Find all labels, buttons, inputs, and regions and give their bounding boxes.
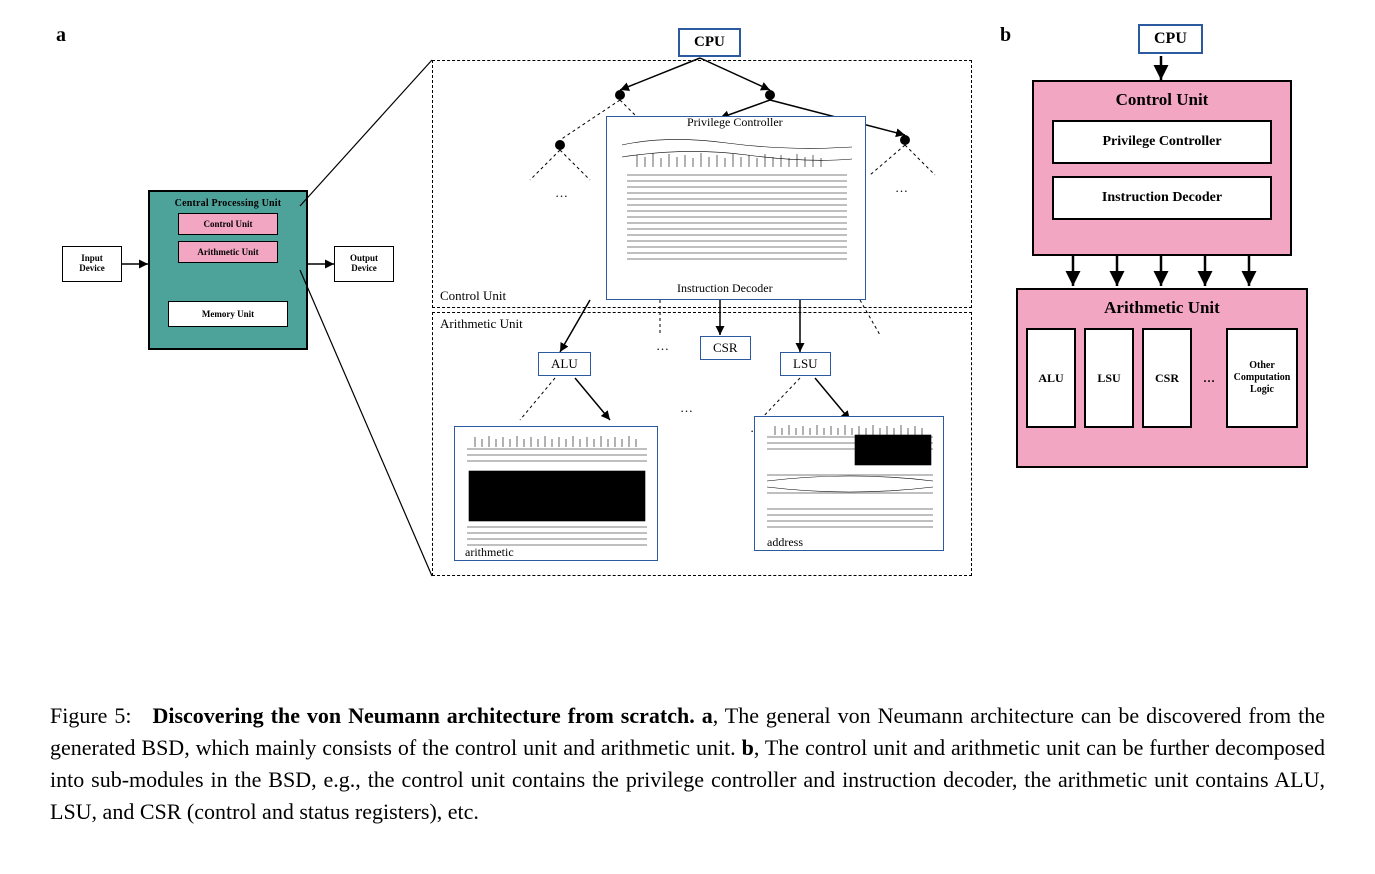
b-cpu-label: CPU xyxy=(1154,30,1187,47)
arithmetic-detail: arithmetic xyxy=(454,426,658,561)
cpu-block: Central Processing Unit Control Unit Ari… xyxy=(148,190,308,350)
b-privilege-controller-label: Privilege Controller xyxy=(1102,134,1221,150)
panel-a-label: a xyxy=(56,24,66,47)
lsu-label: LSU xyxy=(793,356,818,371)
b-au-cell-label: ALU xyxy=(1038,371,1063,385)
address-sketch xyxy=(755,417,945,552)
b-control-unit-title: Control Unit xyxy=(1116,90,1209,110)
output-device-box: Output Device xyxy=(334,246,394,282)
arithmetic-sketch xyxy=(455,427,659,562)
figure-caption: Figure 5: Discovering the von Neumann ar… xyxy=(50,700,1325,828)
instruction-decoder-caption: Instruction Decoder xyxy=(677,281,773,296)
b-au-cell-label: CSR xyxy=(1155,371,1179,385)
b-arithmetic-unit: Arithmetic Unit ALU LSU CSR … Other Comp… xyxy=(1016,288,1308,468)
b-au-cell-alu: ALU xyxy=(1026,328,1076,428)
control-unit-box: Control Unit xyxy=(178,213,278,235)
b-cpu-box: CPU xyxy=(1138,24,1203,54)
alu-box: ALU xyxy=(538,352,591,376)
b-privilege-controller: Privilege Controller xyxy=(1052,120,1272,164)
privilege-controller-caption: Privilege Controller xyxy=(687,115,783,130)
arithmetic-unit-label: Arithmetic Unit xyxy=(197,247,258,257)
b-instruction-decoder-label: Instruction Decoder xyxy=(1102,190,1222,206)
address-detail-caption: address xyxy=(767,535,803,550)
b-au-cell-csr: CSR xyxy=(1142,328,1192,428)
tree-cpu-label: CPU xyxy=(694,34,725,50)
input-device-box: Input Device xyxy=(62,246,122,282)
alu-label: ALU xyxy=(551,356,578,371)
lsu-box: LSU xyxy=(780,352,831,376)
tree-cpu-box: CPU xyxy=(678,28,741,57)
b-au-cell-ellipsis: … xyxy=(1200,328,1218,428)
b-au-cell-label: Other Computation Logic xyxy=(1234,360,1291,396)
b-au-cell-other: Other Computation Logic xyxy=(1226,328,1298,428)
caption-title: Discovering the von Neumann architecture… xyxy=(152,703,694,728)
instruction-decoder-detail: Privilege Controller Instruction Decoder xyxy=(606,116,866,300)
decoder-sketch xyxy=(607,117,867,301)
b-au-cell-lsu: LSU xyxy=(1084,328,1134,428)
control-unit-label: Control Unit xyxy=(203,219,252,229)
cpu-block-title: Central Processing Unit xyxy=(175,198,282,209)
arithmetic-detail-caption: arithmetic xyxy=(465,545,514,560)
b-instruction-decoder: Instruction Decoder xyxy=(1052,176,1272,220)
output-device-label: Output Device xyxy=(350,254,378,274)
arithmetic-unit-dashed-label: Arithmetic Unit xyxy=(440,316,523,332)
b-arithmetic-unit-title: Arithmetic Unit xyxy=(1104,298,1220,318)
caption-fig-label: Figure 5: xyxy=(50,703,132,728)
b-au-cell-label: … xyxy=(1203,371,1215,385)
memory-unit-box: Memory Unit xyxy=(168,301,288,327)
arithmetic-unit-box: Arithmetic Unit xyxy=(178,241,278,263)
b-au-row: ALU LSU CSR … Other Computation Logic xyxy=(1016,328,1308,428)
memory-unit-label: Memory Unit xyxy=(202,309,254,319)
control-unit-dashed-label: Control Unit xyxy=(440,288,506,304)
caption-part-b-label: b xyxy=(742,735,754,760)
panel-b-label: b xyxy=(1000,24,1011,47)
csr-label: CSR xyxy=(713,340,738,355)
address-detail: address xyxy=(754,416,944,551)
input-device-label: Input Device xyxy=(79,254,104,274)
caption-part-a-label: a xyxy=(702,703,713,728)
csr-box: CSR xyxy=(700,336,751,360)
b-control-unit: Control Unit Privilege Controller Instru… xyxy=(1032,80,1292,256)
b-au-cell-label: LSU xyxy=(1097,371,1120,385)
